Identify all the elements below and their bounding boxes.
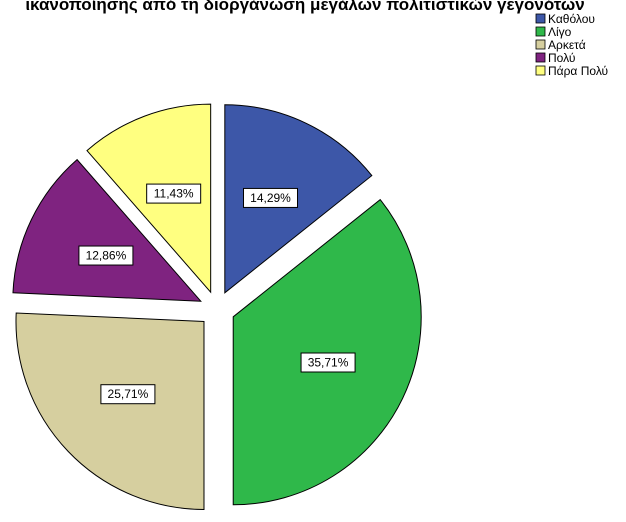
legend-label-3: Αρκετά: [548, 38, 586, 52]
data-label-text-3: 25,71%: [108, 387, 149, 401]
legend-item-5: Πάρα Πολύ: [535, 64, 608, 78]
data-label-3: 25,71%: [100, 384, 156, 405]
pie-data-labels: 14,29% 35,71% 25,71% 12,86% 11,43%: [78, 183, 356, 405]
legend-item-3: Αρκετά: [535, 38, 586, 52]
data-label-box-3: [100, 384, 156, 405]
legend-label-4: Πολύ: [548, 51, 575, 65]
legend-item-1: Καθόλου: [535, 12, 595, 26]
data-label-box-1: [243, 187, 299, 208]
data-label-box-5: [146, 183, 202, 204]
data-label-2: 35,71%: [300, 352, 356, 373]
data-label-text-1: 14,29%: [250, 191, 291, 205]
legend-swatch-2: [535, 26, 546, 37]
pie-slice-3: [15, 312, 205, 510]
legend-label-2: Λίγο: [548, 25, 572, 39]
legend-swatch-1: [535, 13, 546, 24]
data-label-5: 11,43%: [146, 183, 202, 204]
legend-swatch-4: [535, 52, 546, 63]
legend-swatch-5: [535, 65, 546, 76]
pie-slice-4: [12, 158, 202, 302]
data-label-text-4: 12,86%: [86, 249, 127, 263]
data-label-text-2: 35,71%: [308, 356, 349, 370]
pie-slices: [12, 103, 422, 510]
legend-item-2: Λίγο: [535, 25, 572, 39]
data-label-text-5: 11,43%: [154, 187, 194, 201]
data-label-box-4: [78, 245, 134, 266]
legend-label-5: Πάρα Πολύ: [548, 64, 608, 78]
legend-swatch-3: [535, 39, 546, 50]
data-label-1: 14,29%: [243, 187, 299, 208]
data-label-box-2: [300, 352, 356, 373]
legend-item-4: Πολύ: [535, 51, 575, 65]
pie-slice-1: [224, 104, 373, 294]
pie-slice-2: [232, 198, 422, 506]
data-label-4: 12,86%: [78, 245, 134, 266]
legend-label-1: Καθόλου: [548, 12, 595, 26]
chart-title: ικανοποίησης από τη διοργάνωση μεγάλων π…: [25, 0, 584, 14]
